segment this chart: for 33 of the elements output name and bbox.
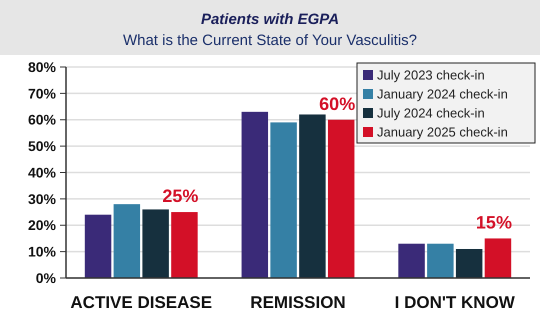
bar [84, 214, 112, 278]
y-tick-label: 50% [28, 138, 57, 154]
data-label: 25% [162, 186, 198, 206]
bar [427, 244, 454, 278]
bar [299, 114, 326, 278]
y-tick-label: 40% [28, 164, 57, 180]
y-tick-label: 10% [28, 244, 57, 260]
x-tick-label: ACTIVE DISEASE [70, 293, 212, 312]
bar [456, 248, 482, 278]
legend-label: January 2024 check-in [377, 86, 508, 102]
chart-subtitle: What is the Current State of Your Vasculitis? [122, 32, 418, 49]
bar [171, 212, 198, 278]
y-tick-label: 20% [28, 217, 57, 234]
y-tick-label: 70% [28, 85, 57, 102]
bar [398, 244, 425, 278]
y-tick-label: 30% [28, 190, 57, 207]
legend-label: July 2024 check-in [377, 106, 485, 121]
y-tick-label: 60% [28, 112, 57, 128]
legend-label: July 2023 check-in [377, 68, 485, 83]
bar [114, 204, 140, 278]
bar [142, 209, 169, 278]
data-label: 15% [476, 212, 512, 232]
legend-label: January 2025 check-in [377, 124, 508, 140]
x-tick-label: REMISSION [250, 293, 346, 312]
x-tick-label: I DON'T KNOW [394, 293, 516, 312]
bar [242, 112, 268, 278]
bar [484, 238, 512, 278]
y-tick-label: 80% [28, 58, 57, 75]
chart-title: Patients with EGPA [200, 11, 340, 28]
bar [270, 122, 297, 278]
data-label: 60% [319, 94, 356, 114]
bar [328, 120, 354, 278]
y-tick-label: 0% [36, 270, 57, 286]
